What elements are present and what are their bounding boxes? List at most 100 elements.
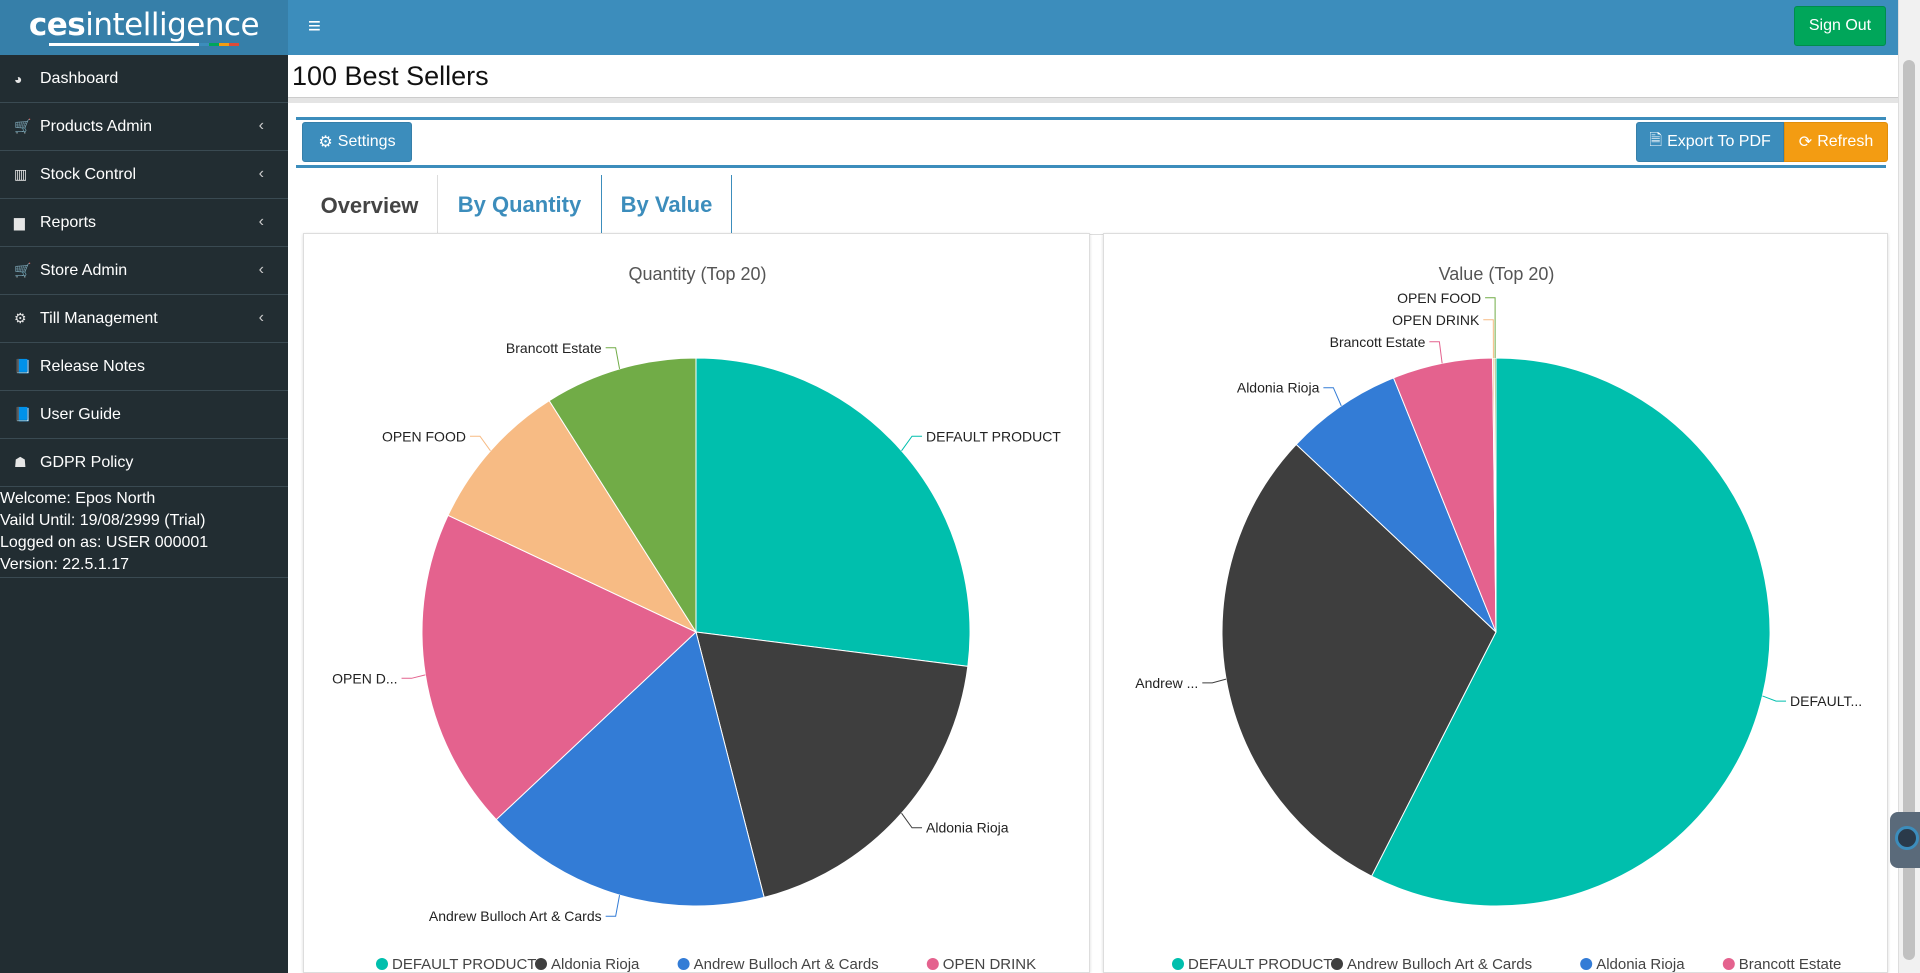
slice-label-brancott-estate: Brancott Estate — [506, 340, 602, 356]
user-info: Welcome: Epos North Vaild Until: 19/08/2… — [0, 487, 288, 578]
sidebar-item-dashboard[interactable]: ◕ Dashboard — [0, 55, 288, 103]
refresh-button[interactable]: ⟳ Refresh — [1784, 122, 1888, 162]
refresh-icon: ⟳ — [1798, 134, 1813, 151]
legend-item-default-product[interactable]: DEFAULT PRODUCT — [376, 956, 536, 973]
slice-label-default-product: DEFAULT PRODUCT — [926, 428, 1061, 444]
sidebar-item-reports[interactable]: ▆ Reports ‹ — [0, 199, 288, 247]
legend-swatch — [1331, 958, 1343, 970]
pie-slice-default-product[interactable] — [695, 357, 971, 667]
legend-item-andrew-bulloch-art-cards[interactable]: Andrew Bulloch Art & Cards — [677, 956, 879, 973]
slice-label-open-drink: OPEN DRINK — [1392, 312, 1480, 328]
sidebar-item-till-management[interactable]: ⚙ Till Management ‹ — [0, 295, 288, 343]
leader-line — [1762, 695, 1787, 702]
sidebar-item-gdpr-policy[interactable]: ☗ GDPR Policy — [0, 439, 288, 487]
sidebar-item-label: Store Admin — [40, 261, 128, 279]
legend-item-aldonia-rioja[interactable]: Aldonia Rioja — [1580, 956, 1685, 973]
legend-item-default-product[interactable]: DEFAULT PRODUCT — [1172, 956, 1332, 973]
version-text: Version: 22.5.1.17 — [0, 556, 129, 573]
slice-label-aldonia-rioja: Aldonia Rioja — [1237, 380, 1320, 396]
sidebar-item-stock-control[interactable]: ▥ Stock Control ‹ — [0, 151, 288, 199]
pie-slice-aldonia-rioja[interactable] — [695, 631, 969, 899]
legend-label: Aldonia Rioja — [551, 956, 640, 973]
logo[interactable]: cesintelligence — [0, 0, 288, 55]
slice-label-open-food: OPEN FOOD — [1397, 290, 1481, 306]
pie-slice-andrew[interactable] — [1221, 443, 1497, 877]
gear-icon: ⚙ — [14, 310, 27, 326]
settings-label: Settings — [337, 133, 396, 150]
sidebar-item-label: Products Admin — [40, 117, 153, 135]
legend-swatch — [1580, 958, 1593, 970]
sidebar-item-products-admin[interactable]: 🛒 Products Admin ‹ — [0, 103, 288, 151]
sidebar: ◕ Dashboard 🛒 Products Admin ‹ ▥ Stock Control… — [0, 55, 288, 973]
remote-support-icon — [1895, 826, 1919, 850]
hamburger-icon[interactable]: ≡ — [308, 13, 321, 38]
title-divider — [288, 97, 1898, 103]
scrollbar-thumb[interactable] — [1903, 60, 1915, 960]
sidebar-item-label: Till Management — [40, 309, 158, 327]
legend-label: Aldonia Rioja — [1596, 956, 1685, 973]
legend-swatch — [535, 958, 547, 970]
slice-label-open-food: OPEN FOOD — [382, 428, 466, 444]
export-pdf-button[interactable]: 🗎 Export To PDF — [1636, 122, 1784, 162]
pie-slice-default[interactable] — [1370, 357, 1771, 907]
pie-slice-aldonia-rioja[interactable] — [1295, 377, 1497, 633]
page-title: 100 Best Sellers — [292, 61, 489, 91]
legend-item-brancott-estate[interactable]: Brancott Estate — [1722, 956, 1842, 973]
chevron-left-icon: ‹ — [258, 213, 264, 230]
legend-swatch — [1722, 958, 1735, 970]
slice-label-andrew: Andrew ... — [1135, 675, 1198, 691]
book-icon: 📘 — [14, 358, 32, 374]
legend-label: Andrew Bulloch Art & Cards — [1347, 956, 1532, 973]
sidebar-item-label: GDPR Policy — [40, 453, 134, 471]
legend-item-andrew-bulloch-art-cards[interactable]: Andrew Bulloch Art & Cards — [1331, 956, 1532, 973]
chart-title: Quantity (Top 20) — [628, 264, 766, 284]
legend-label: DEFAULT PRODUCT — [1188, 956, 1332, 973]
logo-underline — [49, 42, 239, 46]
sidebar-item-label: Dashboard — [40, 69, 119, 87]
value-pie-chart: Value (Top 20) DEFAULT... Andrew ... Aldoni… — [1135, 264, 1862, 973]
sidebar-item-release-notes[interactable]: 📘 Release Notes — [0, 343, 288, 391]
tab-overview[interactable]: Overview — [302, 175, 438, 236]
remote-support-tab[interactable] — [1890, 812, 1920, 868]
slice-label-default: DEFAULT... — [1790, 693, 1862, 709]
leader-line — [1323, 387, 1342, 407]
sign-out-button[interactable]: Sign Out — [1794, 6, 1886, 46]
export-label: Export To PDF — [1667, 133, 1771, 150]
tab-by-quantity[interactable]: By Quantity — [438, 175, 602, 235]
slice-label-open-d: OPEN D... — [332, 670, 397, 686]
slice-label-brancott-estate: Brancott Estate — [1330, 334, 1426, 350]
book-icon: 📘 — [14, 406, 32, 422]
settings-button[interactable]: ⚙ Settings — [302, 122, 412, 162]
page-scrollbar[interactable] — [1898, 0, 1920, 973]
chevron-left-icon: ‹ — [258, 309, 264, 326]
slice-label-aldonia-rioja: Aldonia Rioja — [926, 820, 1009, 836]
legend-swatch — [926, 958, 939, 970]
legend-swatch — [1172, 958, 1184, 970]
logo-rest: intelligence — [85, 6, 260, 43]
leader-line — [901, 812, 923, 829]
leader-line — [401, 674, 426, 679]
leader-line — [605, 895, 621, 917]
sidebar-item-label: Stock Control — [40, 165, 137, 183]
top-navbar: ≡ Sign Out — [288, 0, 1898, 55]
chart-title: Value (Top 20) — [1439, 264, 1555, 284]
legend-item-aldonia-rioja[interactable]: Aldonia Rioja — [535, 956, 640, 973]
leader-line — [1202, 678, 1227, 684]
legend-label: DEFAULT PRODUCT — [392, 956, 536, 973]
chevron-left-icon: ‹ — [258, 117, 264, 134]
welcome-text: Welcome: Epos North — [0, 490, 156, 507]
toolbar: ⚙ Settings 🗎 Export To PDF ⟳ Refresh — [296, 120, 1888, 168]
pdf-file-icon: 🗎 — [1649, 131, 1663, 149]
legend-label: Brancott Estate — [1739, 956, 1842, 973]
sidebar-item-store-admin[interactable]: 🛒 Store Admin ‹ — [0, 247, 288, 295]
legend-item-open-drink[interactable]: OPEN DRINK — [926, 956, 1036, 973]
sidebar-item-label: Release Notes — [40, 357, 145, 375]
valid-until-text: Vaild Until: 19/08/2999 (Trial) — [0, 512, 206, 529]
leader-line — [1429, 341, 1443, 364]
leader-line — [469, 435, 491, 452]
bar-chart-icon: ▆ — [14, 214, 25, 230]
cart-icon: 🛒 — [14, 262, 32, 278]
pie-slice-andrew-bulloch-art-cards[interactable] — [495, 631, 765, 907]
tab-by-value[interactable]: By Value — [602, 175, 732, 235]
sidebar-item-user-guide[interactable]: 📘 User Guide — [0, 391, 288, 439]
